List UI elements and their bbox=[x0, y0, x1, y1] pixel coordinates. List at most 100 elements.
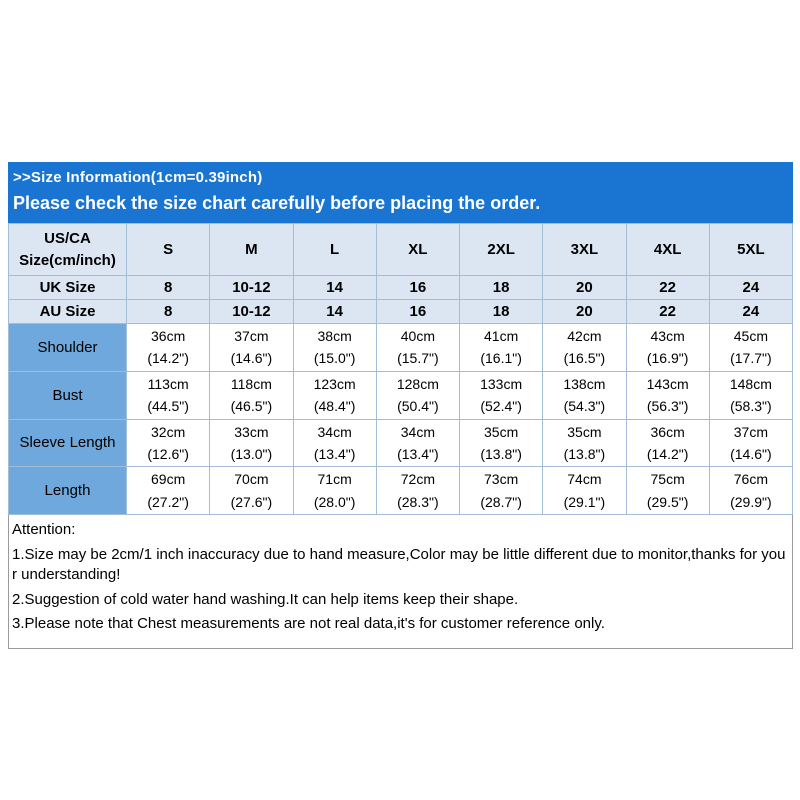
column-header-5xl: 5XL bbox=[708, 223, 794, 276]
inch-value: (27.2") bbox=[147, 493, 189, 510]
inch-value: (16.9") bbox=[646, 350, 689, 367]
size-table: US/CA Size(cm/inch) S M L XL 2XL 3XL 4XL … bbox=[8, 223, 794, 516]
column-header-s: S bbox=[125, 223, 211, 276]
inch-value: (13.4") bbox=[397, 445, 439, 462]
au-size-value: 20 bbox=[542, 299, 627, 324]
column-header-xl: XL bbox=[375, 223, 461, 276]
inch-value: (48.4") bbox=[313, 398, 356, 415]
shoulder-cell-m: 37cm (14.6") bbox=[209, 323, 294, 372]
cm-value: 35cm bbox=[484, 423, 519, 440]
cm-value: 133cm bbox=[480, 375, 523, 392]
cm-value: 45cm bbox=[733, 328, 768, 344]
inch-value: (46.5") bbox=[230, 398, 273, 415]
column-header-m: M bbox=[209, 223, 294, 276]
inch-value: (28.3") bbox=[397, 493, 439, 510]
uk-size-value: 16 bbox=[375, 275, 461, 300]
cm-value: 41cm bbox=[484, 328, 519, 344]
cm-value: 72cm bbox=[400, 471, 435, 488]
inch-value: (29.1") bbox=[563, 493, 606, 510]
inch-value: (15.7") bbox=[397, 350, 439, 367]
attention-note-1: 1.Size may be 2cm/1 inch inaccuracy due … bbox=[12, 546, 786, 584]
cm-value: 38cm bbox=[317, 328, 352, 344]
au-size-label: AU Size bbox=[8, 299, 127, 324]
column-header-2xl: 2XL bbox=[458, 223, 544, 276]
bust-cell-2xl: 133cm (52.4") bbox=[458, 370, 544, 420]
cm-value: 35cm bbox=[567, 423, 602, 440]
inch-value: (28.0") bbox=[313, 493, 356, 510]
cm-value: 34cm bbox=[317, 423, 352, 440]
cm-value: 75cm bbox=[650, 471, 685, 488]
banner-subtitle: Please check the size chart carefully be… bbox=[13, 193, 541, 213]
cm-value: 113cm bbox=[147, 375, 189, 392]
sleeve-length-row: Sleeve Length 32cm (12.6") 33cm (13.0") 34… bbox=[8, 418, 794, 468]
uk-size-value: 22 bbox=[625, 275, 710, 300]
cm-value: 32cm bbox=[151, 423, 186, 440]
inch-value: (14.6") bbox=[230, 350, 273, 367]
inch-value: (13.0") bbox=[230, 445, 273, 462]
length-cell-s: 69cm (27.2") bbox=[125, 466, 211, 516]
inch-value: (29.5") bbox=[646, 493, 689, 510]
shoulder-cell-xl: 40cm (15.7") bbox=[375, 323, 461, 372]
cm-value: 143cm bbox=[646, 375, 689, 392]
shoulder-cell-s: 36cm (14.2") bbox=[125, 323, 211, 372]
cm-value: 128cm bbox=[396, 375, 439, 392]
inch-value: (14.6") bbox=[730, 445, 772, 462]
cm-value: 40cm bbox=[400, 328, 435, 344]
inch-value: (14.2") bbox=[147, 350, 189, 367]
sleeve-cell-s: 32cm (12.6") bbox=[125, 418, 211, 468]
inch-value: (27.6") bbox=[230, 493, 273, 510]
au-size-value: 24 bbox=[708, 299, 794, 324]
inch-value: (17.7") bbox=[730, 350, 772, 367]
cm-value: 73cm bbox=[484, 471, 519, 488]
inch-value: (16.1") bbox=[480, 350, 522, 367]
corner-header: US/CA Size(cm/inch) bbox=[8, 223, 127, 276]
inch-value: (50.4") bbox=[397, 398, 439, 415]
attention-title: Attention: bbox=[12, 521, 76, 539]
cm-value: 36cm bbox=[650, 423, 685, 440]
cm-value: 37cm bbox=[234, 328, 269, 344]
shoulder-cell-2xl: 41cm (16.1") bbox=[458, 323, 544, 372]
cm-value: 43cm bbox=[650, 328, 685, 344]
shoulder-row: Shoulder 36cm (14.2") 37cm (14.6") 38cm (15… bbox=[8, 323, 794, 372]
inch-value: (58.3") bbox=[730, 398, 772, 415]
cm-value: 33cm bbox=[234, 423, 269, 440]
inch-value: (13.8") bbox=[563, 445, 606, 462]
size-chart-panel: >>Size Information(1cm=0.39inch) Please … bbox=[8, 162, 794, 650]
cm-value: 42cm bbox=[567, 328, 602, 344]
length-row: Length 69cm (27.2") 70cm (27.6") 71cm (28.0… bbox=[8, 466, 794, 516]
inch-value: (28.7") bbox=[480, 493, 522, 510]
corner-header-line2: Size(cm/inch) bbox=[19, 251, 116, 269]
bust-cell-l: 123cm (48.4") bbox=[292, 370, 377, 420]
cm-value: 34cm bbox=[400, 423, 435, 440]
bust-cell-5xl: 148cm (58.3") bbox=[708, 370, 794, 420]
uk-size-label: UK Size bbox=[8, 275, 127, 300]
banner-title: >>Size Information(1cm=0.39inch) bbox=[13, 169, 263, 186]
au-size-value: 16 bbox=[375, 299, 461, 324]
inch-value: (16.5") bbox=[563, 350, 606, 367]
inch-value: (13.8") bbox=[480, 445, 522, 462]
au-size-value: 14 bbox=[292, 299, 377, 324]
shoulder-label: Shoulder bbox=[8, 323, 127, 372]
length-cell-4xl: 75cm (29.5") bbox=[625, 466, 710, 516]
corner-header-line1: US/CA bbox=[44, 229, 91, 247]
uk-size-value: 10-12 bbox=[209, 275, 294, 300]
sleeve-cell-4xl: 36cm (14.2") bbox=[625, 418, 710, 468]
size-info-banner: >>Size Information(1cm=0.39inch) Please … bbox=[8, 162, 793, 223]
cm-value: 76cm bbox=[733, 471, 768, 488]
bust-cell-s: 113cm (44.5") bbox=[125, 370, 211, 420]
inch-value: (44.5") bbox=[147, 398, 189, 415]
inch-value: (54.3") bbox=[563, 398, 606, 415]
inch-value: (13.4") bbox=[313, 445, 356, 462]
column-header-4xl: 4XL bbox=[625, 223, 710, 276]
au-size-value: 8 bbox=[125, 299, 211, 324]
uk-size-value: 14 bbox=[292, 275, 377, 300]
bust-cell-3xl: 138cm (54.3") bbox=[542, 370, 627, 420]
au-size-value: 22 bbox=[625, 299, 710, 324]
uk-size-row: UK Size 8 10-12 14 16 18 20 22 24 bbox=[8, 275, 794, 300]
inch-value: (15.0") bbox=[313, 350, 356, 367]
inch-value: (14.2") bbox=[646, 445, 689, 462]
sleeve-cell-l: 34cm (13.4") bbox=[292, 418, 377, 468]
au-size-value: 18 bbox=[458, 299, 544, 324]
cm-value: 123cm bbox=[313, 375, 356, 392]
bust-cell-4xl: 143cm (56.3") bbox=[625, 370, 710, 420]
